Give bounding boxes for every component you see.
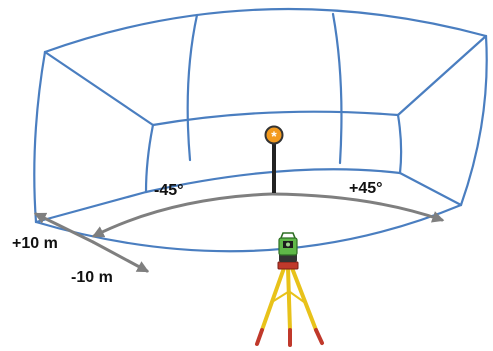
range-minus-arrow [91, 240, 150, 273]
front-bottom-arc [34, 203, 463, 253]
angle-arc-right [270, 192, 445, 223]
top-left-connector [43, 50, 155, 127]
left-outer-edge [33, 50, 47, 224]
bottom-left-connector [34, 190, 148, 224]
bottom-right-connector [398, 171, 463, 207]
prism-target-icon: * [264, 125, 284, 193]
range-plus-arrow [33, 212, 95, 244]
total-station-icon [255, 232, 324, 347]
curved-scan-volume [33, 7, 488, 253]
angle-arc-left [91, 192, 274, 238]
right-outer-edge [459, 34, 488, 207]
left-rib [186, 13, 199, 162]
left-inner-edge [144, 123, 155, 194]
right-angle-label: +45° [349, 180, 383, 197]
svg-text:*: * [271, 128, 277, 144]
right-rib [331, 12, 343, 165]
back-top-arc [43, 7, 488, 54]
inner-bottom-arc [144, 168, 402, 194]
left-angle-label: -45° [154, 182, 184, 199]
right-inner-edge [396, 113, 403, 175]
top-right-connector [396, 34, 488, 117]
inner-top-arc [151, 110, 400, 127]
minus-range-label: -10 m [71, 269, 113, 286]
plus-range-label: +10 m [12, 235, 58, 252]
